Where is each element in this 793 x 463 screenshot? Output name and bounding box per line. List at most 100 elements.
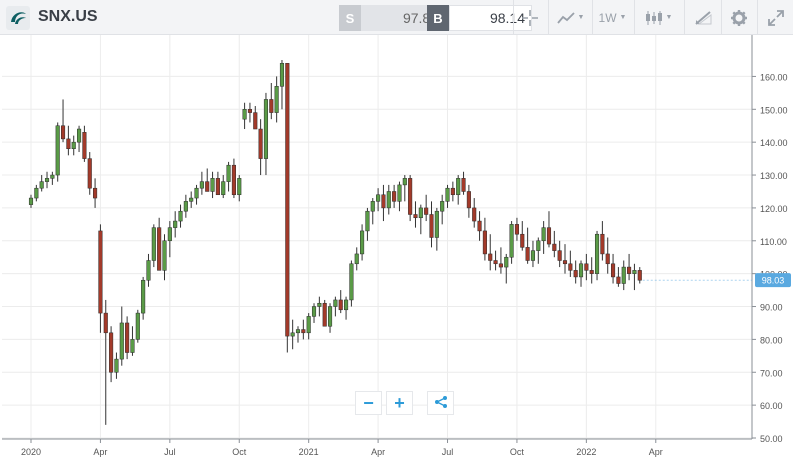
candle [514,217,519,241]
candle-body-up [354,253,359,265]
candle [253,106,258,130]
candle [568,250,573,277]
candle [295,326,301,343]
candle [637,267,642,284]
x-tick-label: 2020 [21,447,41,457]
candle [237,175,242,202]
price-chart[interactable]: 160.00150.00140.00130.00120.00110.00100.… [0,35,793,463]
candle [578,260,584,287]
candle-body-down [589,270,594,274]
candle [226,161,231,192]
candle [194,184,199,205]
candle [87,152,92,195]
candle [424,194,429,222]
y-axis: 160.00150.00140.00130.00120.00110.00100.… [751,35,788,444]
candle-body-up [34,187,39,199]
candle [445,184,450,208]
timeframe-dropdown[interactable]: 1W ▼ [592,0,632,35]
candle [482,217,487,261]
candle-body-up [141,279,146,314]
candle-body-up [349,263,354,301]
candle-body-up [263,99,269,159]
candle-body-up [50,174,55,179]
candle-body-down [514,224,519,235]
candle-body-down [627,266,632,274]
sell-label: S [339,5,361,31]
buy-button[interactable]: B 98.14 [427,5,532,31]
x-tick-label: Jul [164,447,176,457]
candle-body-down [562,260,568,265]
candle-body-down [461,178,466,192]
controls-spacer [417,391,423,415]
candle-body-up [456,178,461,196]
chart-type-dropdown[interactable]: ▼ [548,0,592,35]
crosshair-button[interactable] [513,0,545,35]
candle [338,290,343,314]
candle-body-up [130,339,135,353]
candle [402,175,407,202]
chevron-down-icon: ▼ [619,14,627,21]
x-tick-label: Apr [371,447,385,457]
candle-body-up [327,306,333,327]
toolbar: SNX.US S 97.86 B 98.14 ▼ 1W ▼ ▼ [0,0,793,35]
candle [231,158,236,199]
buy-price: 98.14 [449,5,532,31]
candle-body-up [530,250,536,261]
candle-body-down [584,263,589,271]
candle-body-up [434,210,439,238]
candle [60,99,66,143]
candle [392,184,397,208]
drawing-tools-button[interactable] [684,0,720,35]
candle-body-down [493,260,498,265]
candle [215,171,220,196]
company-logo-icon [6,6,30,30]
candle [594,230,600,281]
candle [477,211,482,241]
y-tick-label: 80.00 [760,335,783,345]
candle [349,260,354,307]
x-tick-label: Jul [442,447,454,457]
share-button[interactable] [427,391,454,415]
x-tick-label: Oct [510,447,525,457]
candle [376,188,381,212]
candle [311,303,317,323]
candle-body-up [55,125,60,176]
candle [285,63,290,353]
settings-button[interactable] [721,0,756,35]
candle-body-up [221,181,226,196]
y-tick-label: 90.00 [760,303,783,313]
candle [360,224,365,261]
y-tick-label: 130.00 [760,171,788,181]
candle-body-up [376,194,381,202]
last-price-marker: 98.03 [642,273,791,288]
zoom-in-button[interactable]: + [386,391,413,415]
candle-body-up [290,332,295,337]
candle [408,175,413,222]
candle-body-down [285,63,290,337]
candle [589,257,594,284]
candle-body-up [536,240,541,251]
candle-body-down [103,312,108,334]
candle [466,184,471,218]
candle-body-down [125,322,130,353]
candle-body-up [178,210,183,222]
candle-body-down [205,181,210,192]
candle-body-down [231,164,236,196]
candle [44,171,50,189]
candle [536,237,541,264]
candle [55,122,60,182]
fullscreen-button[interactable] [757,0,793,35]
candle-body-up [28,197,34,205]
candle [621,260,626,291]
zoom-out-button[interactable]: − [355,391,382,415]
candle [546,211,552,248]
candle [242,102,247,130]
candle [189,191,194,208]
candle-body-up [504,256,509,268]
candlestick-dropdown[interactable]: ▼ [634,0,682,35]
candle [509,221,514,264]
candle-body-up [183,201,188,212]
candle [34,184,39,202]
candle-body-down [87,158,92,189]
candle [504,253,509,284]
